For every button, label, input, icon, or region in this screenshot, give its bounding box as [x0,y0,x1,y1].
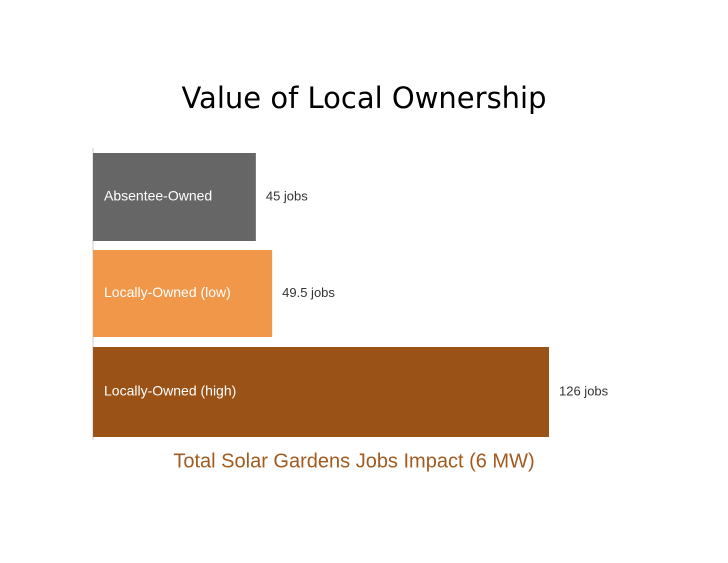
value-label: 45 jobs [266,188,308,203]
category-label: Locally-Owned (high) [104,383,236,399]
chart-subtitle: Total Solar Gardens Jobs Impact (6 MW) [173,450,534,472]
value-label: 49.5 jobs [282,285,335,300]
chart-title: Value of Local Ownership [181,81,546,115]
value-label: 126 jobs [559,383,609,398]
bar [93,153,256,241]
bar [93,347,549,437]
category-label: Locally-Owned (low) [104,284,231,300]
bar [93,250,273,337]
category-label: Absentee-Owned [104,188,212,204]
